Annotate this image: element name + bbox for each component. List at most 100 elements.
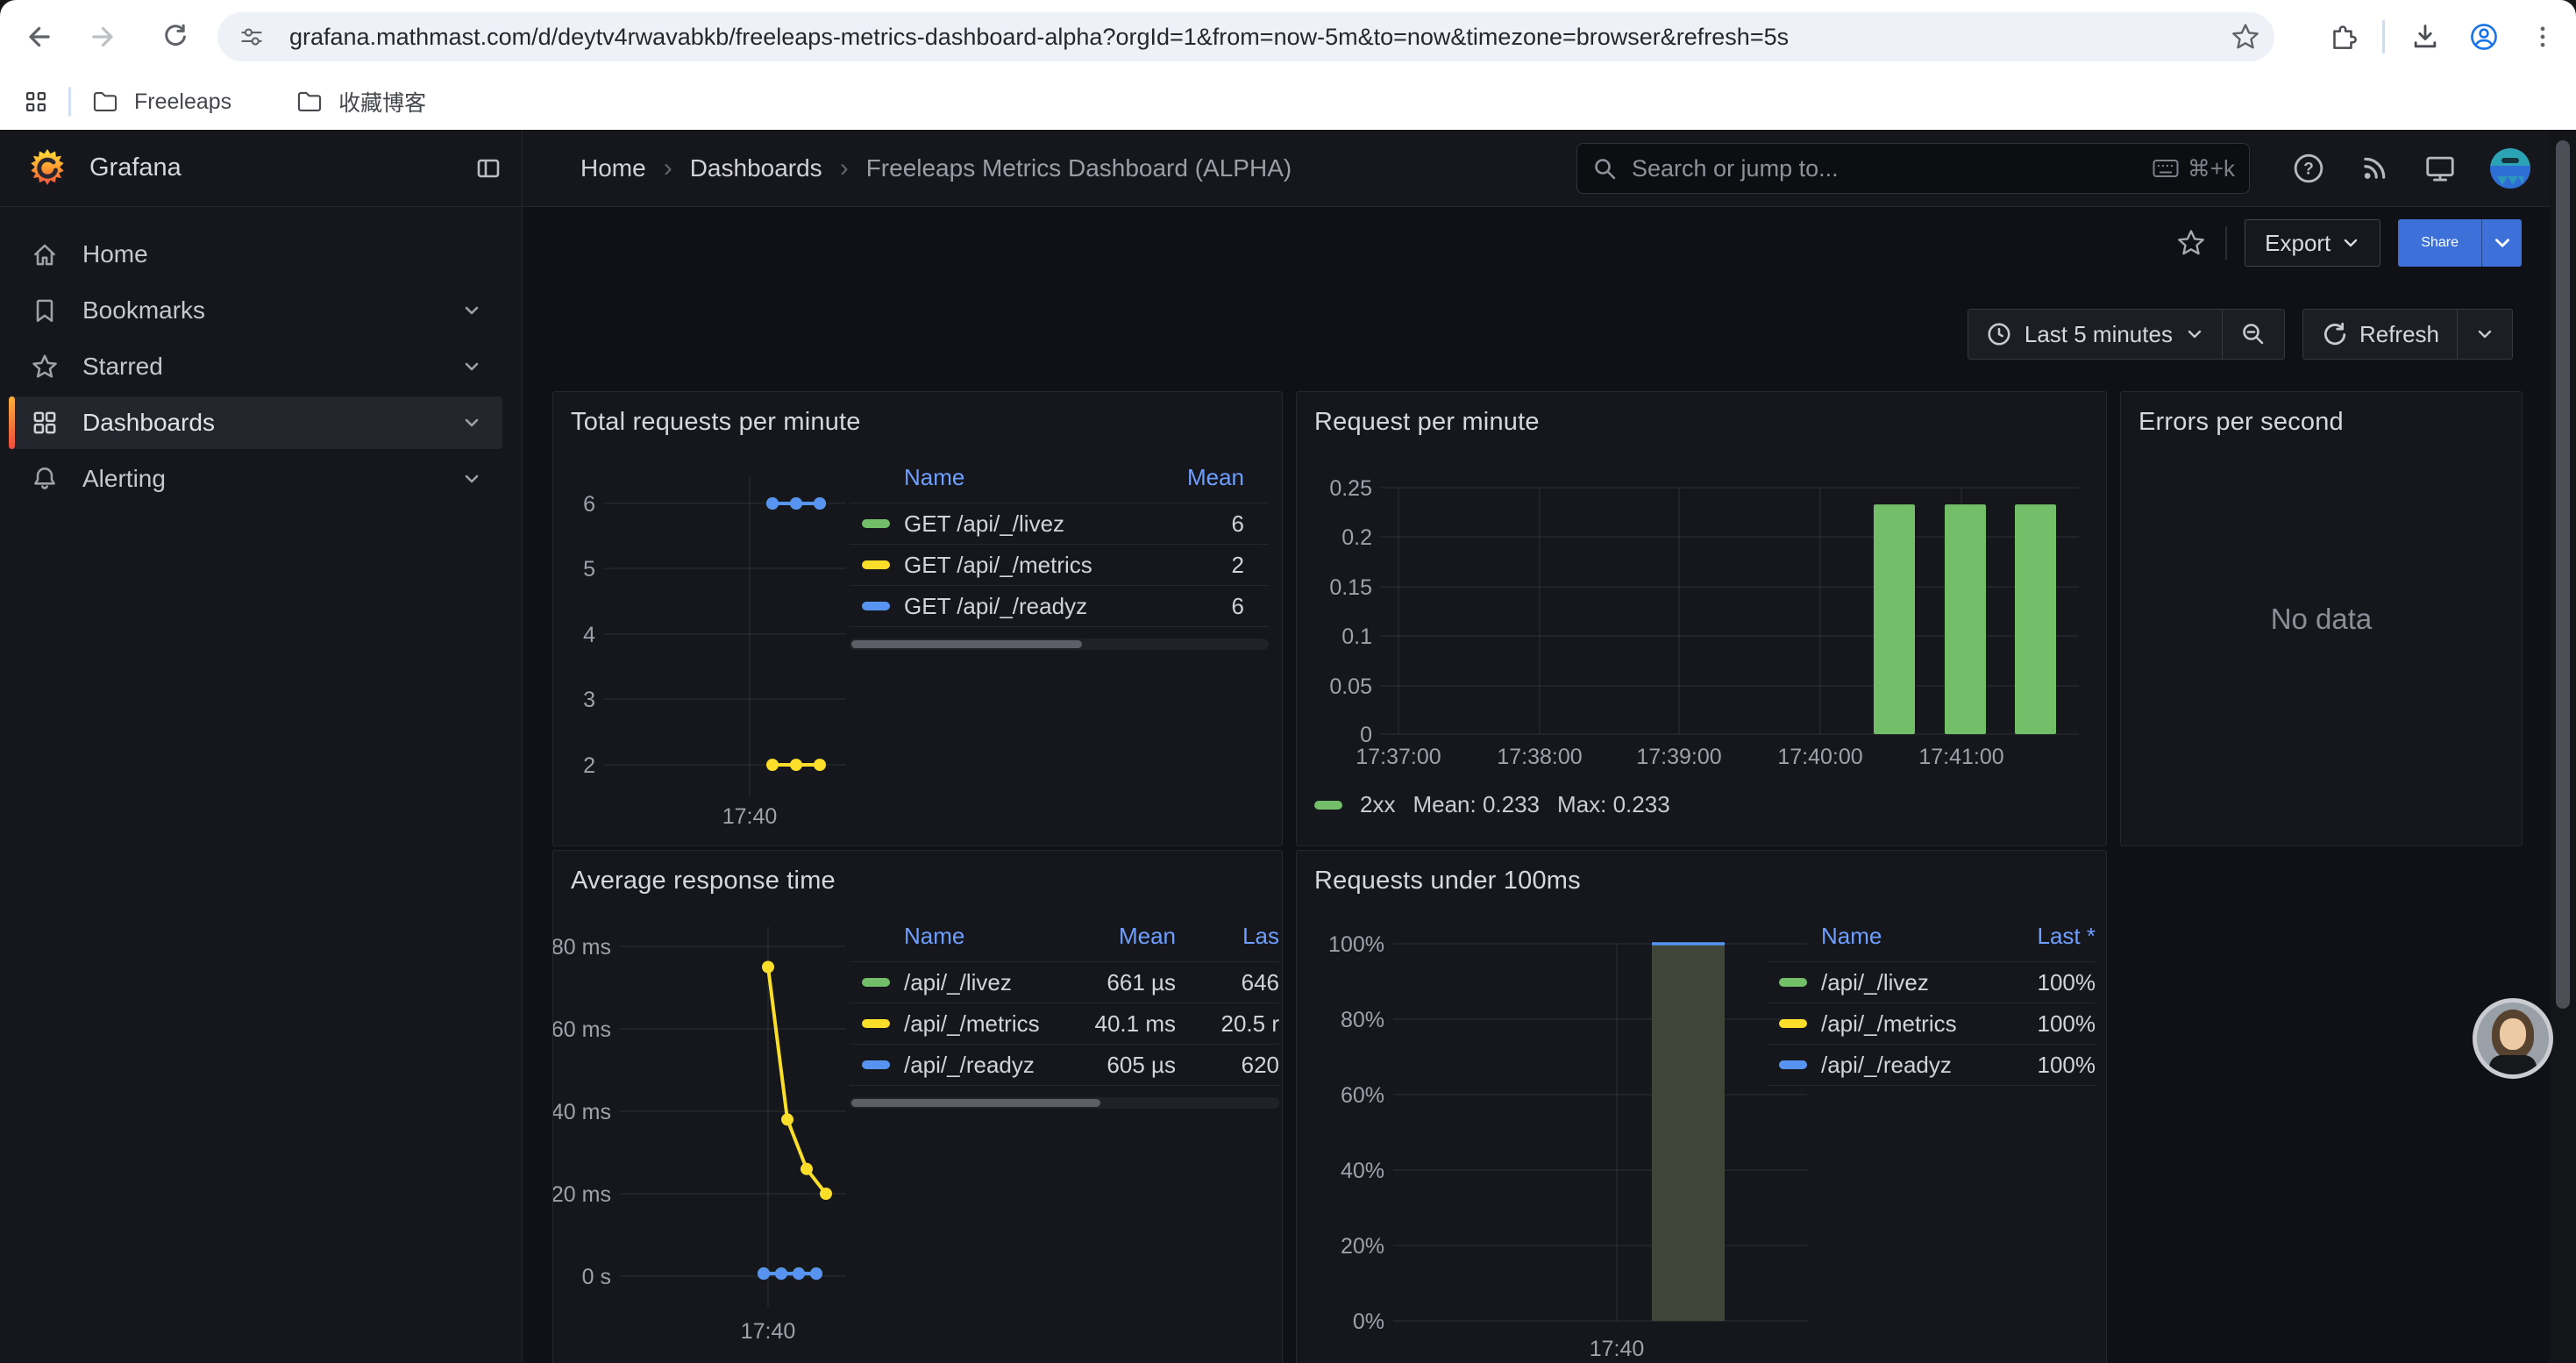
forward-button[interactable]	[81, 12, 130, 61]
chevron-down-icon[interactable]	[462, 301, 481, 320]
grafana-logo-icon[interactable]	[26, 147, 68, 189]
series-name[interactable]: /api/_/livez	[904, 969, 1072, 996]
legend-row[interactable]: GET /api/_/livez 6	[850, 503, 1269, 544]
legend-row[interactable]: /api/_/metrics 40.1 ms 20.5 r	[850, 1003, 1279, 1044]
panel-title[interactable]: Errors per second	[2138, 408, 2344, 437]
time-range-button[interactable]: Last 5 minutes	[1968, 310, 2222, 359]
chevron-down-icon[interactable]	[462, 357, 481, 376]
legend-col-name[interactable]: Name	[904, 923, 1072, 950]
svg-text:0: 0	[1360, 723, 1372, 747]
profile-icon[interactable]	[2466, 18, 2502, 55]
legend-scrollbar[interactable]	[850, 639, 1269, 650]
panel-toggle-icon	[474, 154, 502, 182]
site-settings-icon[interactable]	[237, 22, 267, 52]
export-button[interactable]: Export	[2245, 219, 2380, 267]
series-name[interactable]: /api/_/readyz	[904, 1052, 1072, 1079]
refresh-icon	[2321, 321, 2347, 347]
chevron-down-icon[interactable]	[462, 469, 481, 489]
sidebar-item-alerting[interactable]: Alerting	[9, 453, 502, 505]
address-bar[interactable]: grafana.mathmast.com/d/deytv4rwavabkb/fr…	[217, 12, 2274, 61]
search-icon	[1591, 155, 1618, 182]
help-icon[interactable]: ?	[2292, 152, 2325, 185]
series-color-pill	[1779, 1019, 1807, 1028]
panel-average-response-time: Average response time 80 ms60 ms40 ms20 …	[552, 850, 1283, 1363]
favorite-star-icon[interactable]	[2174, 226, 2208, 260]
series-name[interactable]: 2xx	[1360, 791, 1395, 818]
series-name[interactable]: /api/_/metrics	[904, 1010, 1072, 1038]
series-mean: 661 µs	[1072, 969, 1176, 996]
legend-row[interactable]: /api/_/livez 100%	[1767, 961, 2096, 1003]
panel-title[interactable]: Average response time	[571, 867, 836, 896]
sidebar-item-starred[interactable]: Starred	[9, 340, 502, 393]
back-icon	[18, 18, 55, 55]
legend-col-mean[interactable]: Mean	[1072, 923, 1176, 950]
reload-button[interactable]	[151, 12, 200, 61]
breadcrumb-home[interactable]: Home	[580, 154, 646, 182]
apps-grid-icon[interactable]	[21, 87, 51, 117]
svg-text:60%: 60%	[1341, 1083, 1384, 1108]
series-name[interactable]: /api/_/metrics	[1821, 1010, 1999, 1038]
breadcrumb-separator: ›	[840, 153, 849, 183]
legend-col-name[interactable]: Name	[1821, 923, 1999, 950]
downloads-icon[interactable]	[2408, 19, 2443, 54]
legend-scrollbar[interactable]	[850, 1097, 1279, 1109]
breadcrumb-dashboards[interactable]: Dashboards	[690, 154, 822, 182]
legend-row[interactable]: GET /api/_/readyz 6	[850, 585, 1269, 626]
series-name[interactable]: /api/_/readyz	[1821, 1052, 1999, 1079]
user-avatar[interactable]	[2490, 148, 2530, 189]
floating-assistant-avatar[interactable]	[2473, 998, 2553, 1079]
extensions-icon[interactable]	[2326, 20, 2359, 54]
series-name[interactable]: GET /api/_/metrics	[904, 552, 1174, 579]
url-text[interactable]: grafana.mathmast.com/d/deytv4rwavabkb/fr…	[289, 24, 2229, 51]
legend-row[interactable]: GET /api/_/metrics 2	[850, 544, 1269, 585]
panel-title[interactable]: Total requests per minute	[571, 408, 861, 437]
series-name[interactable]: GET /api/_/readyz	[904, 593, 1174, 620]
bookmark-item-freeleaps[interactable]: Freeleaps	[90, 87, 231, 117]
sidebar-item-bookmarks[interactable]: Bookmarks	[9, 284, 502, 337]
sidebar-item-dashboards[interactable]: Dashboards	[9, 396, 502, 449]
share-menu-button[interactable]	[2481, 219, 2522, 267]
chevron-down-icon[interactable]	[462, 413, 481, 432]
page-scrollbar[interactable]	[2550, 130, 2576, 1363]
legend-row[interactable]: /api/_/metrics 100%	[1767, 1003, 2096, 1044]
scrollbar-thumb[interactable]	[2556, 140, 2570, 1009]
panel-title[interactable]: Requests under 100ms	[1314, 867, 1581, 896]
series-mean: 40.1 ms	[1072, 1010, 1176, 1038]
legend-row[interactable]: /api/_/livez 661 µs 646	[850, 961, 1279, 1003]
series-mean: 6	[1174, 510, 1244, 538]
avatar-face	[2500, 1018, 2526, 1050]
reload-icon	[158, 19, 193, 54]
menu-kebab-icon[interactable]	[2525, 19, 2560, 54]
legend-col-name[interactable]: Name	[904, 464, 1174, 491]
keyboard-icon	[2153, 158, 2179, 179]
time-range-group: Last 5 minutes	[1968, 309, 2285, 360]
bookmark-star-icon[interactable]	[2229, 20, 2262, 54]
series-name[interactable]: GET /api/_/livez	[904, 510, 1174, 538]
legend-row[interactable]: /api/_/readyz 100%	[1767, 1044, 2096, 1085]
share-button[interactable]: Share	[2398, 219, 2481, 267]
star-icon	[30, 352, 60, 382]
news-rss-icon[interactable]	[2359, 153, 2390, 184]
series-last: 20.5 r	[1176, 1010, 1279, 1038]
legend-inline[interactable]: 2xx Mean: 0.233 Max: 0.233	[1314, 791, 1670, 818]
legend-col-mean[interactable]: Mean	[1174, 464, 1244, 491]
refresh-button[interactable]: Refresh	[2303, 310, 2457, 359]
search-input[interactable]	[1630, 154, 2153, 183]
legend-header: Name Last *	[1767, 923, 2096, 961]
panel-title[interactable]: Request per minute	[1314, 408, 1540, 437]
series-name[interactable]: /api/_/livez	[1821, 969, 1999, 996]
sidebar-collapse-button[interactable]	[474, 154, 502, 187]
sidebar-item-home[interactable]: Home	[9, 228, 502, 281]
bar-chart[interactable]: 0.250.20.150.10.05017:37:0017:38:0017:39…	[1297, 392, 2107, 846]
legend-col-last[interactable]: Las	[1176, 923, 1279, 950]
search-bar[interactable]: ⌘+k	[1576, 143, 2250, 194]
refresh-interval-button[interactable]	[2457, 310, 2512, 359]
svg-text:80 ms: 80 ms	[553, 935, 611, 960]
legend-table: Name Mean Las /api/_/livez 661 µs 646	[850, 923, 1279, 1109]
zoom-out-button[interactable]	[2222, 310, 2284, 359]
legend-col-last[interactable]: Last *	[1999, 923, 2096, 950]
kiosk-monitor-icon[interactable]	[2423, 152, 2457, 185]
bookmark-item-blogs[interactable]: 收藏博客	[295, 86, 426, 118]
legend-row[interactable]: /api/_/readyz 605 µs 620	[850, 1044, 1279, 1085]
back-button[interactable]	[12, 12, 61, 61]
